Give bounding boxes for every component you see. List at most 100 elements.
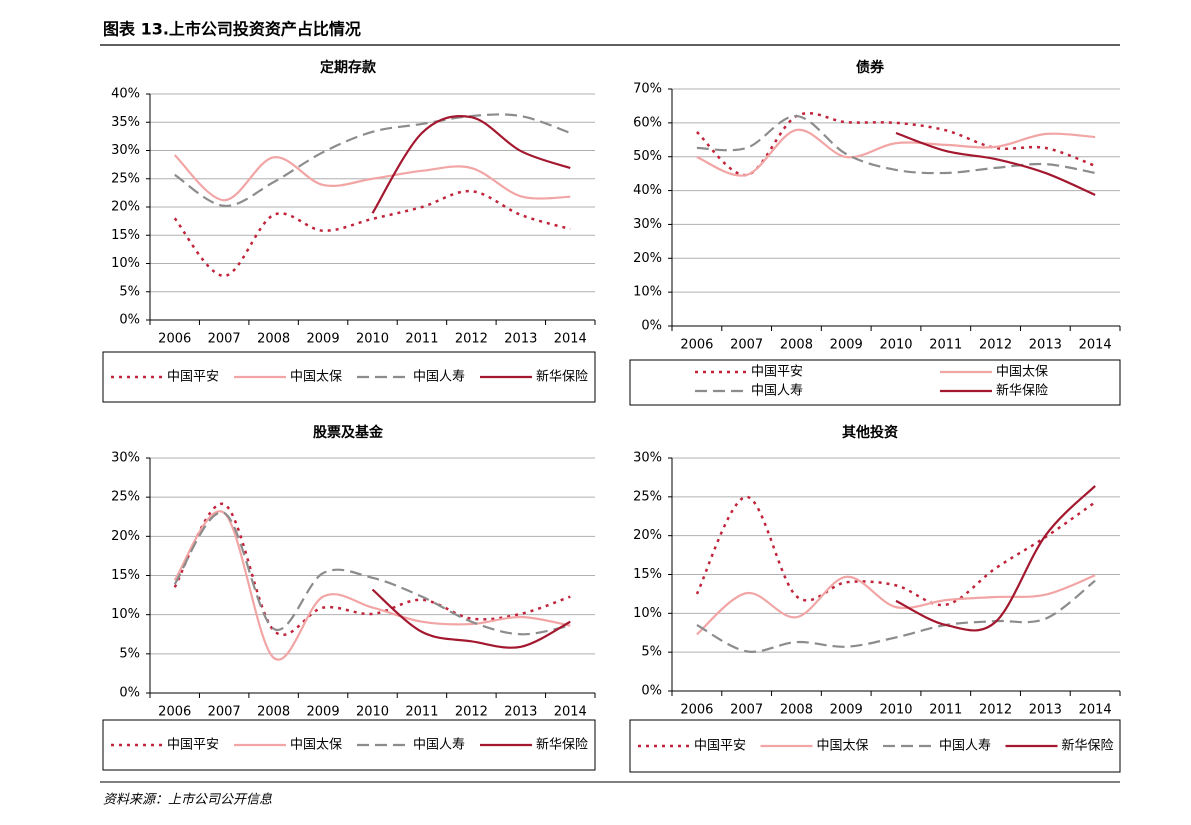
legend-label: 中国太保 xyxy=(290,738,342,753)
series-line xyxy=(174,113,571,207)
x-tick-label: 2007 xyxy=(208,332,241,347)
series-line xyxy=(696,579,1096,653)
y-tick-label: 15% xyxy=(633,567,662,582)
x-tick-label: 2009 xyxy=(830,338,863,353)
x-tick-label: 2013 xyxy=(504,705,537,720)
legend-label: 中国太保 xyxy=(996,365,1048,380)
y-tick-label: 0% xyxy=(119,313,140,328)
x-tick-label: 2007 xyxy=(730,703,763,718)
legend-label: 中国太保 xyxy=(290,370,342,385)
x-tick-label: 2010 xyxy=(356,705,389,720)
x-tick-label: 2013 xyxy=(1029,338,1062,353)
y-tick-label: 10% xyxy=(633,285,662,300)
y-tick-label: 40% xyxy=(111,87,140,102)
y-tick-label: 30% xyxy=(111,451,140,466)
x-tick-label: 2006 xyxy=(680,703,713,718)
y-tick-label: 30% xyxy=(633,217,662,232)
chart-title: 其他投资 xyxy=(842,424,898,441)
x-tick-label: 2008 xyxy=(257,332,290,347)
y-tick-label: 70% xyxy=(633,82,662,97)
x-tick-label: 2014 xyxy=(1079,338,1112,353)
x-tick-label: 2010 xyxy=(879,338,912,353)
legend-label: 中国平安 xyxy=(167,370,219,385)
series-line xyxy=(696,128,1096,177)
series-line xyxy=(173,502,571,637)
series-line xyxy=(696,114,1096,175)
y-tick-label: 30% xyxy=(633,451,662,466)
legend-label: 中国平安 xyxy=(167,738,219,753)
y-tick-label: 40% xyxy=(633,183,662,198)
x-tick-label: 2013 xyxy=(1029,703,1062,718)
legend-box xyxy=(102,351,596,403)
x-tick-label: 2008 xyxy=(780,338,813,353)
y-tick-label: 20% xyxy=(633,528,662,543)
legend-label: 新华保险 xyxy=(536,369,588,385)
x-tick-label: 2012 xyxy=(979,338,1012,353)
series-line xyxy=(371,115,571,214)
legend-label: 新华保险 xyxy=(1062,738,1114,754)
y-tick-label: 10% xyxy=(111,607,140,622)
x-tick-label: 2006 xyxy=(680,338,713,353)
y-tick-label: 0% xyxy=(641,319,662,334)
legend-box xyxy=(629,359,1121,406)
series-line xyxy=(173,154,571,202)
x-tick-label: 2007 xyxy=(208,705,241,720)
y-tick-label: 10% xyxy=(111,256,140,271)
y-tick-label: 25% xyxy=(111,171,140,186)
x-tick-label: 2008 xyxy=(257,705,290,720)
y-tick-label: 35% xyxy=(111,115,140,130)
y-tick-label: 5% xyxy=(641,645,662,660)
legend-box xyxy=(629,719,1121,773)
series-line xyxy=(173,189,571,278)
y-tick-label: 5% xyxy=(119,284,140,299)
legend-label: 中国人寿 xyxy=(751,384,803,399)
chart-title: 股票及基金 xyxy=(313,424,384,441)
series-line xyxy=(173,511,571,636)
series-line xyxy=(696,574,1096,636)
x-tick-label: 2008 xyxy=(780,703,813,718)
y-tick-label: 20% xyxy=(111,529,140,544)
chart-title: 定期存款 xyxy=(320,59,377,76)
chart-title: 债券 xyxy=(856,59,885,76)
figure-title: 图表 13.上市公司投资资产占比情况 xyxy=(103,20,361,39)
y-tick-label: 0% xyxy=(119,686,140,701)
series-line xyxy=(895,485,1096,632)
series-line xyxy=(371,588,571,649)
y-tick-label: 25% xyxy=(111,490,140,505)
x-tick-label: 2014 xyxy=(554,332,587,347)
x-tick-label: 2009 xyxy=(830,703,863,718)
x-tick-label: 2012 xyxy=(455,332,488,347)
x-tick-label: 2011 xyxy=(929,703,962,718)
y-tick-label: 60% xyxy=(633,115,662,130)
y-tick-label: 20% xyxy=(111,200,140,215)
y-tick-label: 5% xyxy=(119,646,140,661)
series-line xyxy=(895,131,1096,196)
series-line xyxy=(695,495,1096,607)
legend-label: 中国太保 xyxy=(817,739,869,754)
y-tick-label: 25% xyxy=(633,489,662,504)
series-line xyxy=(173,510,571,661)
x-tick-label: 2009 xyxy=(307,332,340,347)
x-tick-label: 2010 xyxy=(879,703,912,718)
y-tick-label: 0% xyxy=(641,684,662,699)
x-tick-label: 2010 xyxy=(356,332,389,347)
x-tick-label: 2006 xyxy=(158,332,191,347)
x-tick-label: 2007 xyxy=(730,338,763,353)
source-note: 资料来源：上市公司公开信息 xyxy=(103,792,272,808)
x-tick-label: 2009 xyxy=(307,705,340,720)
x-tick-label: 2006 xyxy=(158,705,191,720)
legend-label: 中国平安 xyxy=(751,365,803,380)
y-tick-label: 20% xyxy=(633,251,662,266)
x-tick-label: 2014 xyxy=(1079,703,1112,718)
x-tick-label: 2011 xyxy=(405,705,438,720)
legend-box xyxy=(102,719,596,771)
legend-label: 新华保险 xyxy=(536,737,588,753)
x-tick-label: 2011 xyxy=(405,332,438,347)
legend-label: 中国人寿 xyxy=(413,370,465,385)
x-tick-label: 2013 xyxy=(504,332,537,347)
legend-label: 中国人寿 xyxy=(413,738,465,753)
y-tick-label: 10% xyxy=(633,606,662,621)
y-tick-label: 15% xyxy=(111,568,140,583)
legend-label: 中国人寿 xyxy=(939,739,991,754)
